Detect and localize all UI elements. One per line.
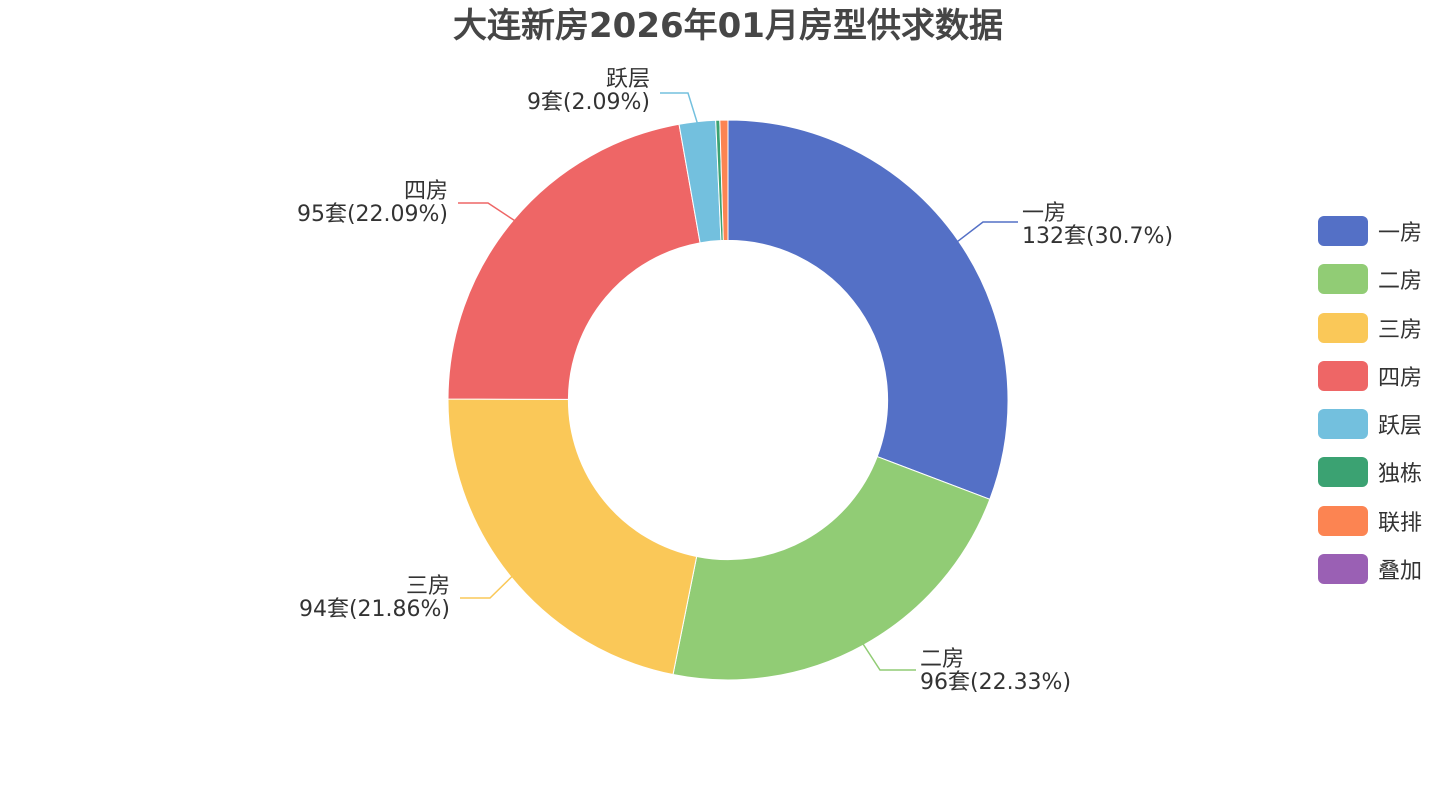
legend-swatch	[1318, 505, 1368, 536]
legend-item-联排[interactable]: 联排	[1318, 505, 1423, 536]
legend-swatch	[1318, 264, 1368, 295]
label-line-二房	[861, 642, 916, 671]
slice-label-name-二房: 二房	[920, 647, 964, 672]
slice-label-name-三房: 三房	[406, 574, 450, 599]
slice-一房[interactable]	[727, 119, 1009, 500]
slices-layer	[447, 119, 1009, 681]
legend-item-一房[interactable]: 一房	[1318, 216, 1422, 246]
legend-item-叠加[interactable]: 叠加	[1318, 554, 1423, 585]
slice-三房[interactable]	[447, 398, 698, 676]
slice-四房[interactable]	[447, 123, 701, 400]
legend-item-四房[interactable]: 四房	[1318, 360, 1423, 391]
slice-label-value-四房: 95套(22.09%)	[297, 202, 448, 227]
slice-label-value-二房: 96套(22.33%)	[920, 670, 1071, 695]
slice-label-name-四房: 四房	[404, 179, 448, 204]
legend-label: 叠加	[1378, 559, 1423, 585]
legend-item-独栋[interactable]: 独栋	[1318, 457, 1423, 488]
legend-swatch	[1318, 312, 1368, 343]
label-line-四房	[458, 202, 516, 222]
chart-title: 大连新房2026年01月房型供求数据	[453, 6, 1003, 46]
slice-label-value-一房: 132套(30.7%)	[1022, 224, 1173, 249]
legend-swatch	[1318, 457, 1368, 488]
legend-label: 独栋	[1378, 462, 1423, 488]
legend-swatch	[1318, 216, 1368, 246]
legend-swatch	[1318, 409, 1368, 440]
legend: 一房二房三房四房跃层独栋联排叠加	[1318, 216, 1422, 602]
legend-swatch	[1318, 360, 1368, 391]
legend-label: 联排	[1378, 510, 1423, 536]
slice-label-value-三房: 94套(21.86%)	[299, 597, 450, 622]
label-line-三房	[460, 575, 514, 599]
legend-label: 四房	[1378, 365, 1423, 391]
legend-item-二房[interactable]: 二房	[1318, 264, 1423, 295]
slice-label-value-跃层: 9套(2.09%)	[527, 90, 650, 115]
slice-label-name-跃层: 跃层	[606, 67, 650, 92]
legend-label: 二房	[1378, 269, 1423, 295]
legend-label: 跃层	[1378, 414, 1423, 440]
legend-item-三房[interactable]: 三房	[1318, 312, 1423, 343]
legend-label: 三房	[1378, 317, 1423, 343]
legend-label: 一房	[1378, 221, 1423, 246]
slice-联排[interactable]	[719, 119, 729, 241]
label-line-跃层	[660, 92, 699, 124]
legend-swatch	[1318, 554, 1368, 585]
label-line-一房	[956, 221, 1018, 243]
slice-二房[interactable]	[672, 455, 991, 681]
slice-label-name-一房: 一房	[1022, 201, 1066, 226]
legend-item-跃层[interactable]: 跃层	[1318, 409, 1423, 440]
